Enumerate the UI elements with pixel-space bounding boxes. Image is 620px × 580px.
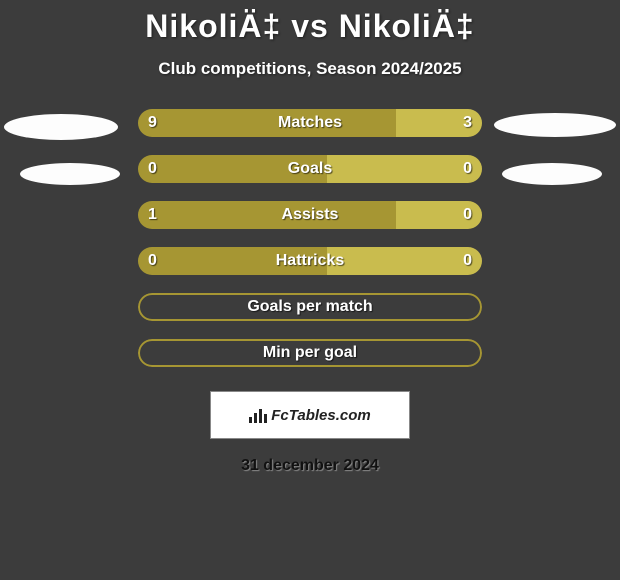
value-right: 0 [463,247,472,275]
stat-label: Goals per match [138,293,482,321]
page-subtitle: Club competitions, Season 2024/2025 [158,59,461,79]
stat-label: Matches [138,109,482,137]
value-left: 0 [148,155,157,183]
value-right: 0 [463,155,472,183]
stat-rows: Matches93Goals00Assists10Hattricks00Goal… [0,109,620,367]
stat-label: Hattricks [138,247,482,275]
stat-row: Hattricks0 0 [138,247,482,275]
stat-row: Min per goal [138,339,482,367]
value-right: 0 [463,201,472,229]
chart-area: Matches93Goals00Assists10Hattricks00Goal… [0,109,620,385]
player-ellipse-left-top [4,114,118,140]
stat-row: Goals per match [138,293,482,321]
stat-row: Assists1 0 [138,201,482,229]
value-left: 9 [148,109,157,137]
stat-row: Goals0 0 [138,155,482,183]
bars-icon [249,407,267,423]
player-ellipse-right-top [494,113,616,137]
stat-row: Matches9 3 [138,109,482,137]
stat-label: Assists [138,201,482,229]
player-ellipse-right-mid [502,163,602,185]
stat-label: Min per goal [138,339,482,367]
stat-label: Goals [138,155,482,183]
value-left: 0 [148,247,157,275]
value-right: 3 [463,109,472,137]
attribution-box: FcTables.com [210,391,410,439]
player-ellipse-left-mid [20,163,120,185]
comparison-infographic: NikoliÄ‡ vs NikoliÄ‡ Club competitions, … [0,0,620,580]
attribution-text: FcTables.com [271,407,370,424]
value-left: 1 [148,201,157,229]
page-title: NikoliÄ‡ vs NikoliÄ‡ [145,8,474,45]
date-text: 31 december 2024 [241,457,379,475]
